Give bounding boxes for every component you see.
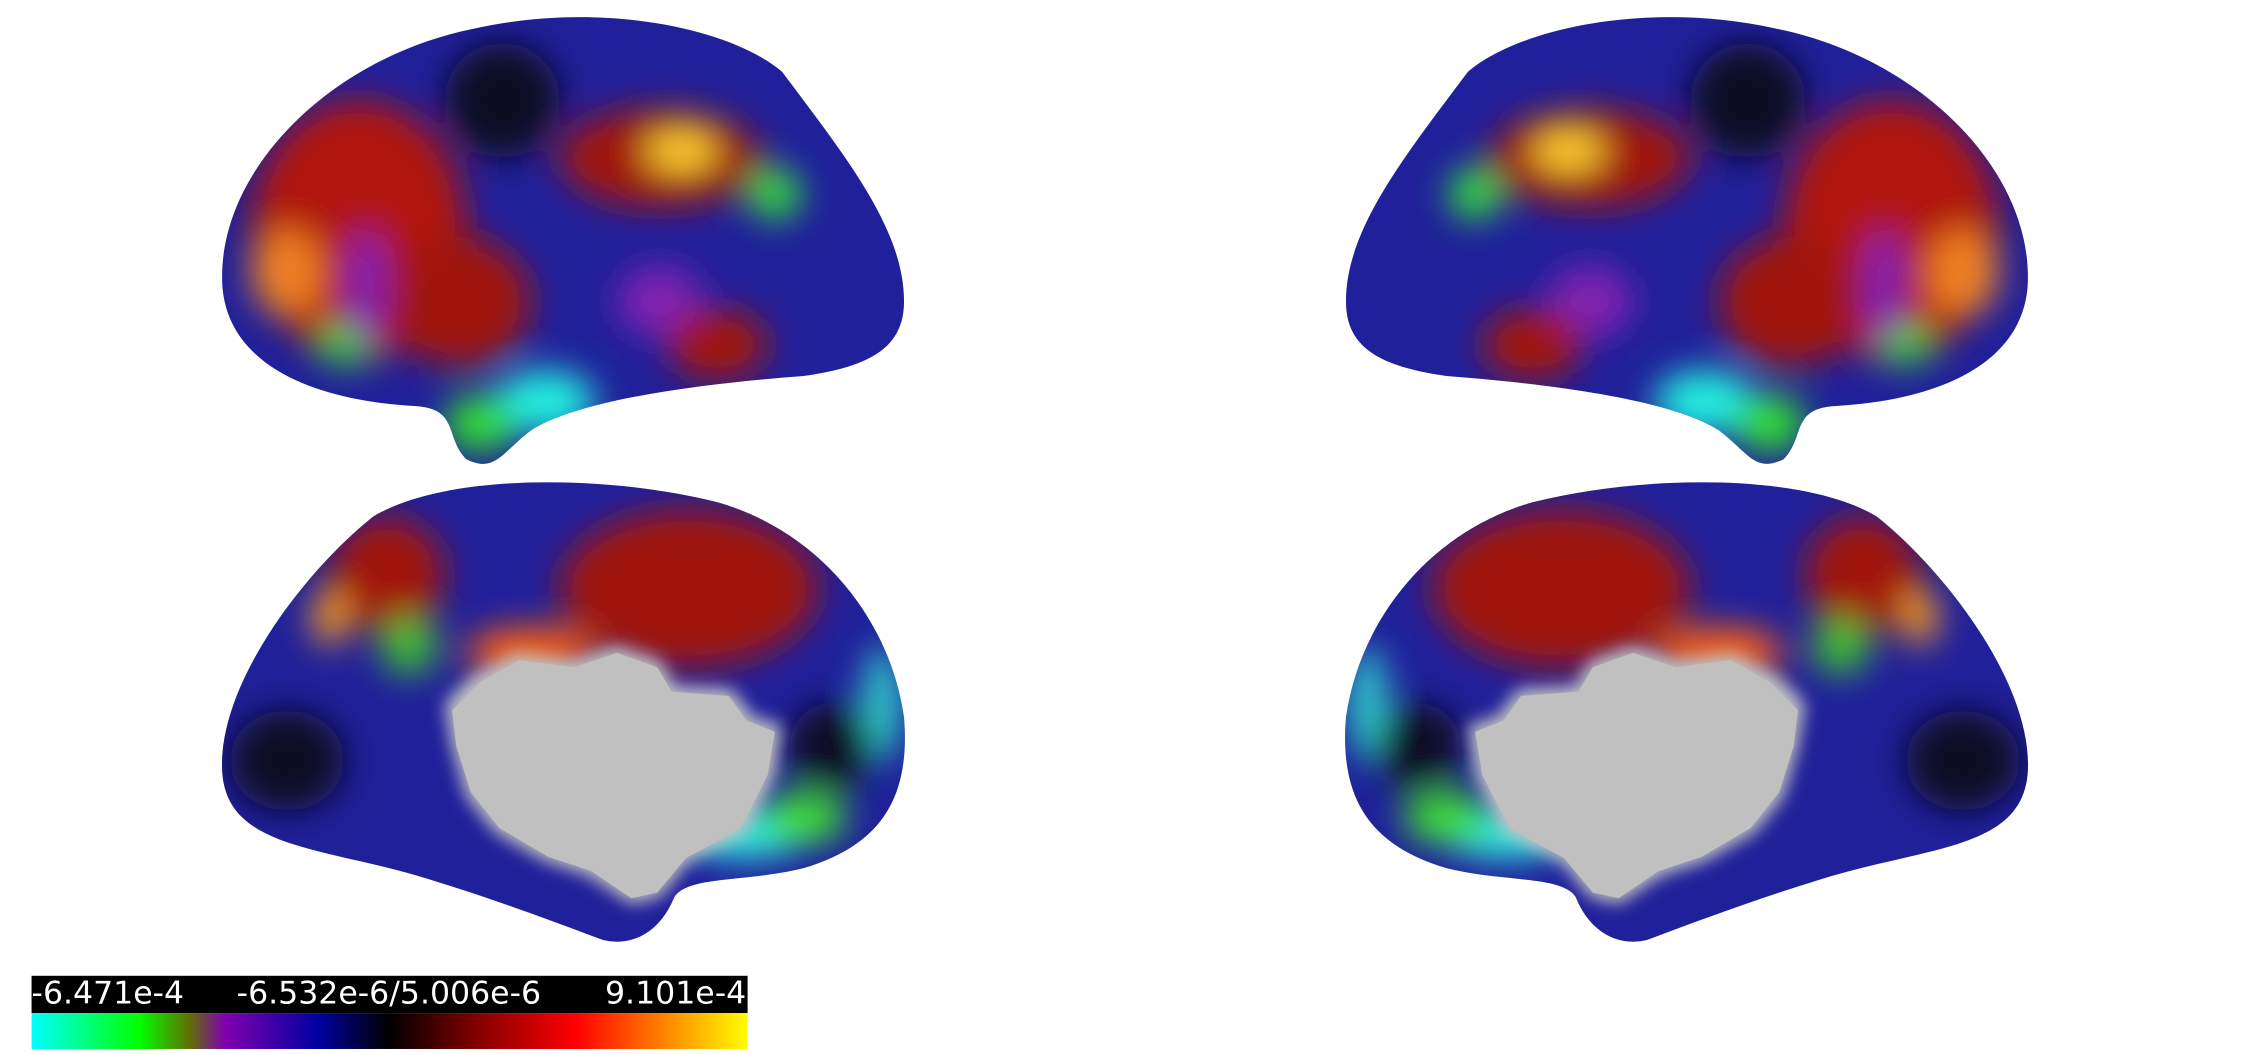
colorbar-max-label: 9.101e-4 [605, 975, 746, 1011]
right-medial-surface [1332, 459, 2049, 961]
colorbar-min-label: -6.471e-4 [32, 975, 185, 1011]
left-medial-surface [201, 459, 918, 961]
left-lateral-surface [201, 0, 918, 488]
colorbar-gradient [31, 1013, 748, 1049]
colorbar-mid-label: -6.532e-6/5.006e-6 [237, 975, 541, 1011]
colorbar-label-band [31, 975, 748, 1014]
right-lateral-surface [1332, 0, 2049, 488]
colorbar: -6.471e-4 -6.532e-6/5.006e-6 9.101e-4 [31, 975, 748, 1049]
